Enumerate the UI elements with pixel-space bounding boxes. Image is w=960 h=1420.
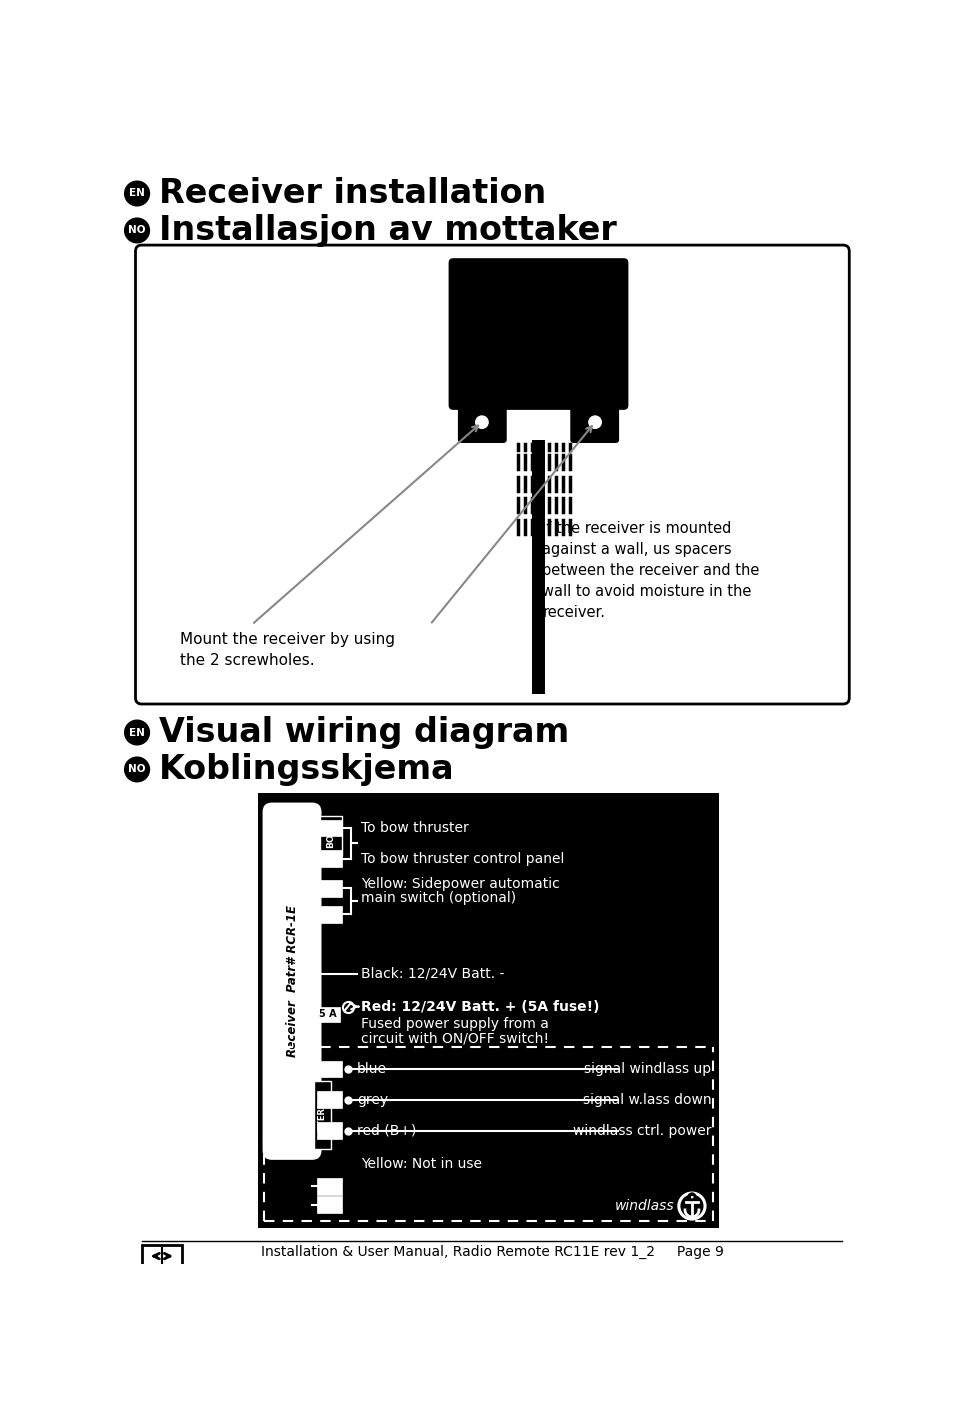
Circle shape [125,757,150,782]
Circle shape [125,720,150,746]
Text: NO: NO [129,764,146,774]
Text: Receiver  Patr# RCR-1E: Receiver Patr# RCR-1E [285,905,299,1058]
Bar [317,1122,342,1139]
Bar [317,1196,342,1213]
Bar [315,1007,340,1022]
FancyBboxPatch shape [448,258,629,410]
Text: Yellow: Not in use: Yellow: Not in use [361,1157,482,1170]
FancyBboxPatch shape [458,402,507,443]
Bar [314,1081,331,1149]
Circle shape [476,416,488,429]
Bar [317,879,342,896]
Text: To bow thruster control panel: To bow thruster control panel [361,852,564,866]
Circle shape [681,1196,703,1217]
Text: NO: NO [129,226,146,236]
Text: Black: 12/24V Batt. -: Black: 12/24V Batt. - [361,967,504,980]
Text: windlass: windlass [614,1198,674,1213]
Text: Installasjon av mottaker: Installasjon av mottaker [158,214,616,247]
Text: Red: 12/24V Batt. + (5A fuse!): Red: 12/24V Batt. + (5A fuse!) [361,1000,600,1014]
Bar [532,440,545,694]
Text: EN: EN [129,189,145,199]
Text: Mount the receiver by using
the 2 screwholes.: Mount the receiver by using the 2 screwh… [180,632,396,669]
Text: Koblingsskjema: Koblingsskjema [158,753,454,785]
Bar [142,1244,182,1268]
Bar [320,815,342,856]
Text: Installation & User Manual, Radio Remote RC11E rev 1_2     Page 9: Installation & User Manual, Radio Remote… [260,1245,724,1260]
FancyBboxPatch shape [263,802,322,1160]
Circle shape [678,1193,706,1220]
Text: STERN: STERN [318,1099,326,1130]
Text: Yellow: Sidepower automatic: Yellow: Sidepower automatic [361,878,560,892]
FancyBboxPatch shape [570,402,619,443]
Text: signal windlass up: signal windlass up [585,1062,711,1076]
Text: To bow thruster: To bow thruster [361,821,468,835]
Bar [317,1177,342,1194]
Text: main switch (optional): main switch (optional) [361,892,516,905]
Bar [317,851,342,868]
Text: 5 A: 5 A [319,1010,337,1020]
Text: signal w.lass down: signal w.lass down [583,1093,711,1106]
Bar [317,906,342,923]
Bar [317,1061,342,1078]
Text: If the receiver is mounted
against a wall, us spacers
between the receiver and t: If the receiver is mounted against a wal… [542,521,759,619]
Circle shape [125,182,150,206]
Bar [317,819,342,836]
Text: Fused power supply from a: Fused power supply from a [361,1017,549,1031]
Text: windlass ctrl. power: windlass ctrl. power [573,1123,711,1137]
Text: BOW: BOW [326,824,335,848]
Text: EN: EN [129,727,145,737]
Circle shape [125,219,150,243]
Text: red (B+): red (B+) [357,1123,417,1137]
Text: Visual wiring diagram: Visual wiring diagram [158,716,569,748]
Bar [258,792,719,1228]
Text: grey: grey [357,1093,388,1106]
Circle shape [588,416,601,429]
Text: blue: blue [357,1062,387,1076]
Text: Receiver installation: Receiver installation [158,178,546,210]
Text: circuit with ON/OFF switch!: circuit with ON/OFF switch! [361,1032,549,1047]
Bar [317,1092,342,1108]
FancyBboxPatch shape [135,246,850,704]
